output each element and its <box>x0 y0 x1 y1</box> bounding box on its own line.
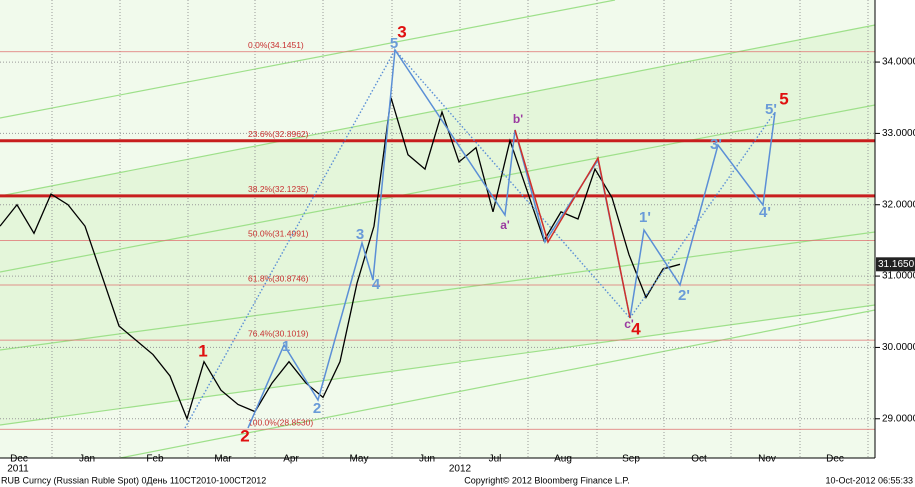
wave-label: 3 <box>397 22 406 41</box>
x-tick-label: Nov <box>758 454 776 465</box>
y-tick-label: 33.0000 <box>882 128 915 139</box>
wave-label: b' <box>513 112 523 126</box>
wave-label: 3 <box>356 226 364 243</box>
channel-line <box>0 104 876 273</box>
y-tick-label: 34.0000 <box>882 57 915 68</box>
y-tick-label: 31.0000 <box>882 271 915 282</box>
footer-left: RUB Curncy (Russian Ruble Spot) 0День 11… <box>1 475 266 485</box>
wave-label: 2 <box>240 426 249 445</box>
price-line <box>0 97 681 421</box>
fib-label: 0.0%(34.1451) <box>248 40 304 50</box>
fib-label: 61.8%(30.8746) <box>248 273 309 283</box>
last-price-box <box>876 257 915 272</box>
wave-label: 1' <box>639 209 651 226</box>
wave-label: 1 <box>198 341 207 360</box>
x-tick-label: Oct <box>691 454 707 465</box>
x-tick-label: Sep <box>622 454 640 465</box>
x-tick-label: Mar <box>214 454 232 465</box>
year-label: 2012 <box>449 464 472 475</box>
channel-line <box>0 304 876 426</box>
x-tick-label: Dec <box>10 454 28 465</box>
wave-label: 5 <box>390 35 398 52</box>
wave-label: 3' <box>710 136 722 153</box>
channel-lines <box>0 0 876 459</box>
wave-label-layer: 1 2 3 4 5 1 2 3 4 5 1' 2' 3' 4' 5' a' b' c' <box>198 22 788 445</box>
price-layer <box>0 97 681 421</box>
fib-label: 23.6%(32.8962) <box>248 129 309 139</box>
wave-label: a' <box>500 218 510 232</box>
y-tick-label: 32.0000 <box>882 199 915 210</box>
channel-fill <box>0 25 875 425</box>
x-tick-label: Dec <box>826 454 844 465</box>
wave-label: 5 <box>779 89 788 108</box>
wave-label: 5' <box>765 101 777 118</box>
y-tick-label: 29.0000 <box>882 413 915 424</box>
red-wave <box>514 129 631 319</box>
y-tick-label: 30.0000 <box>882 342 915 353</box>
x-tick-label: May <box>350 454 369 465</box>
wave-lines <box>184 47 776 429</box>
x-tick-label: Aug <box>554 454 572 465</box>
footer-center: Copyright© 2012 Bloomberg Finance L.P. <box>464 475 630 485</box>
year-label: 2011 <box>7 464 29 475</box>
axis-layer: 29.0000 30.0000 31.0000 32.0000 33.0000 34.00… <box>10 57 915 465</box>
fib-label: 50.0%(31.4991) <box>248 229 309 239</box>
x-tick-label: Jan <box>79 454 95 465</box>
grid-layer <box>0 61 875 420</box>
channel-line <box>0 24 876 197</box>
fib-label: 38.2%(32.1235) <box>248 184 309 194</box>
x-tick-label: Apr <box>283 454 299 465</box>
wave-label: c' <box>624 317 634 331</box>
fib-label: 76.4%(30.1019) <box>248 328 309 338</box>
fib-layer: 0.0%(34.1451) 23.6%(32.8962) 38.2%(32.1235… <box>0 40 875 430</box>
channel-line <box>0 0 616 119</box>
wave-label: 1 <box>282 338 290 355</box>
x-tick-label: Jul <box>489 454 502 465</box>
channel-line <box>119 309 876 459</box>
wave-label: 2' <box>678 287 690 304</box>
wave-label: 4 <box>631 319 641 338</box>
last-price-label: 31.1650 <box>878 259 915 270</box>
fib-label: 100.0%(28.8530) <box>248 418 313 428</box>
x-tick-label: Jun <box>419 454 435 465</box>
wave-label: 4 <box>372 276 381 293</box>
blue-wave <box>247 47 776 429</box>
wave-label: 2 <box>313 400 321 417</box>
wave-label: 4' <box>759 204 771 221</box>
channel-line <box>0 231 876 351</box>
x-tick-label: Feb <box>146 454 164 465</box>
footer-right: 10-Oct-2012 06:55:33 <box>825 475 913 485</box>
